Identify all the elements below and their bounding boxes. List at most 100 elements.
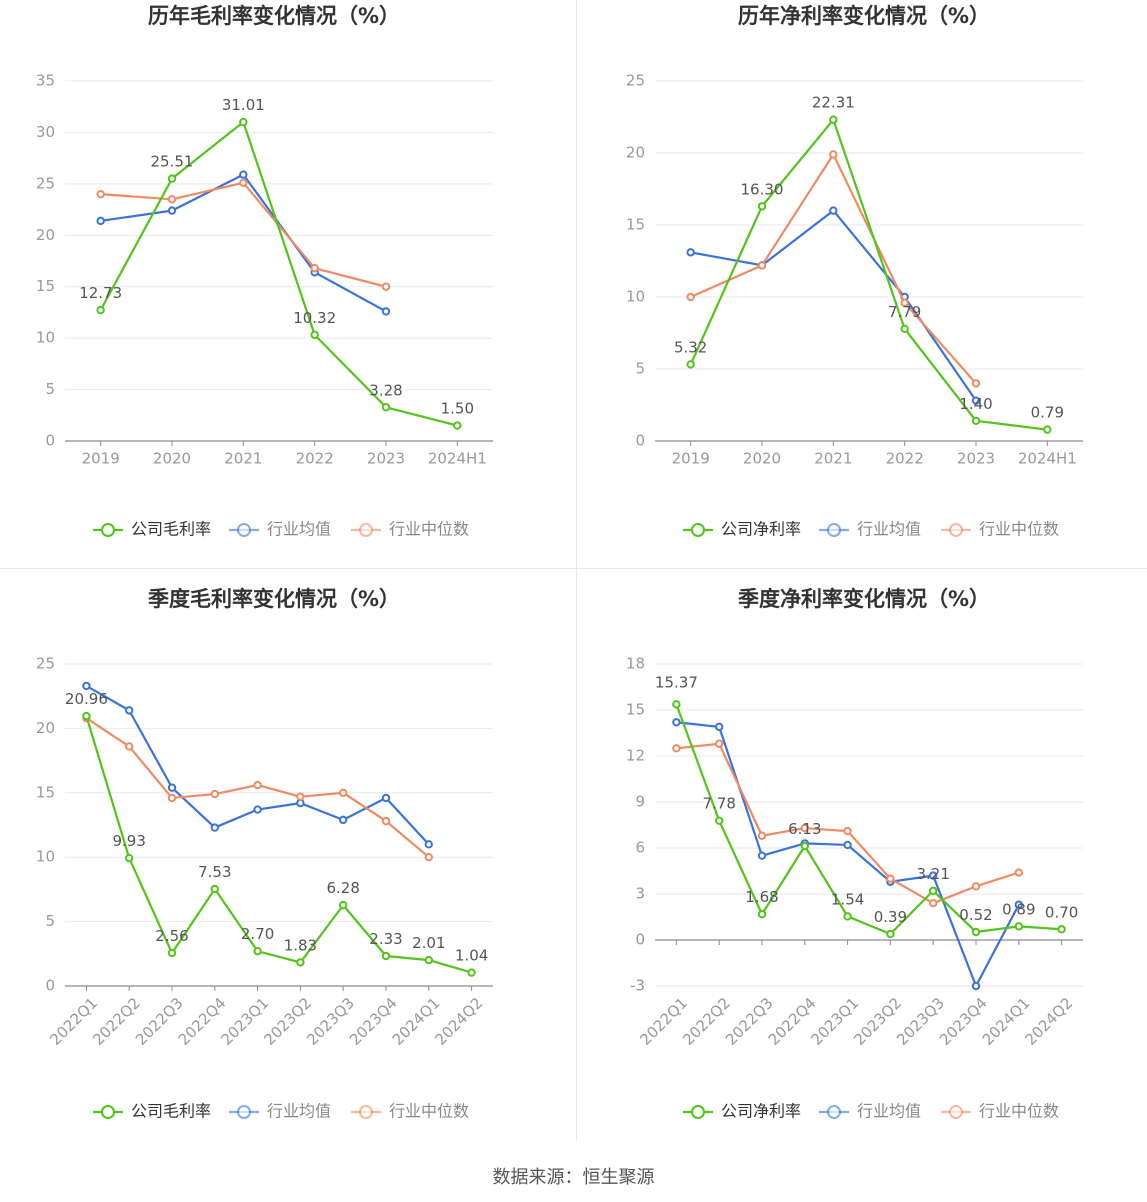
data-point-industry_median (929, 899, 938, 908)
data-label: 0.89 (1002, 900, 1035, 918)
data-point-company (296, 958, 305, 967)
data-point-industry_median (672, 744, 681, 753)
y-tick-label: 0 (635, 432, 645, 450)
series-line-industry_median (676, 742, 1020, 905)
y-tick-label: 15 (626, 701, 645, 719)
x-tick-label: 2024H1 (1018, 450, 1077, 468)
legend-marker-industry_median (359, 523, 373, 537)
data-point-company (381, 951, 391, 961)
data-point-industry_median (96, 189, 105, 199)
data-point-company (253, 947, 262, 956)
series-line-industry_avg (100, 173, 387, 313)
data-point-industry_avg (843, 840, 852, 850)
data-point-company (381, 403, 391, 412)
data-point-industry_avg (686, 248, 695, 257)
data-point-industry_median (829, 150, 838, 159)
data-point-industry_avg (929, 871, 938, 880)
x-tick-label: 2024Q2 (432, 994, 487, 1049)
data-label: 7.78 (702, 795, 735, 813)
data-label: 0.39 (874, 908, 907, 926)
chart-2: 历年净利率变化情况（%） 0 5 10 15 20 25 2019 2020 2021 2022 20… (626, 4, 1083, 539)
data-point-industry_median (167, 195, 177, 204)
legend-label-industry_median: 行业中位数 (389, 1102, 469, 1121)
data-point-company (167, 948, 177, 958)
data-label: 7.79 (888, 303, 921, 321)
x-tick-label: 2024Q2 (1022, 994, 1077, 1049)
y-tick-label: 6 (635, 839, 645, 857)
data-point-company (829, 115, 838, 124)
y-tick-label: 20 (36, 226, 55, 244)
data-point-industry_median (253, 780, 262, 790)
y-tick-label: 25 (36, 174, 55, 192)
chart-3: 季度毛利率变化情况（%）05101520252022Q12022Q22022Q3… (36, 587, 493, 1121)
data-point-industry_median (800, 823, 809, 833)
data-point-company (210, 884, 220, 894)
data-point-company (467, 968, 476, 977)
y-tick-label: 0 (45, 432, 55, 450)
legend-marker-industry_median (949, 1105, 963, 1119)
legend-marker-industry_avg (827, 523, 841, 537)
data-label: 1.83 (284, 936, 317, 954)
data-point-company (757, 202, 767, 211)
data-point-company (686, 360, 695, 369)
data-point-industry_median (339, 788, 348, 797)
y-tick-label: 10 (36, 329, 55, 347)
data-point-company (125, 853, 134, 863)
data-point-industry_avg (296, 798, 305, 808)
data-point-company (453, 421, 462, 430)
data-label: 1.50 (441, 400, 474, 418)
x-tick-label: 2022 (296, 450, 334, 468)
data-point-industry_median (210, 789, 220, 799)
data-point-industry_avg (339, 815, 348, 825)
y-tick-label: 20 (626, 144, 645, 162)
chart-title: 季度毛利率变化情况（%） (148, 587, 400, 611)
legend-marker-company (101, 523, 115, 537)
data-point-industry_median (757, 831, 767, 840)
data-point-industry_median (686, 292, 695, 302)
data-point-industry_avg (125, 706, 134, 715)
chart-4: 季度净利率变化情况（%）-303691215182022Q12022Q22022… (626, 587, 1083, 1121)
series-line-company (689, 118, 1048, 431)
legend-marker-company (691, 1105, 705, 1119)
y-tick-label: 5 (45, 912, 55, 930)
data-label: 6.13 (788, 820, 821, 838)
data-point-industry_avg (971, 396, 981, 405)
data-point-company (167, 174, 177, 183)
legend-label-company: 公司毛利率 (131, 1102, 211, 1121)
chart-1: 历年毛利率变化情况（%） 0 5 10 15 20 25 30 35 2019 2020 2021 20… (36, 4, 493, 539)
data-point-company (971, 927, 981, 937)
data-point-company (82, 711, 91, 721)
data-label: 3.21 (916, 865, 949, 883)
data-point-company (843, 912, 852, 921)
data-point-industry_avg (167, 783, 177, 792)
data-point-company (339, 900, 348, 910)
data-label: 2.56 (155, 927, 188, 945)
data-point-industry_avg (381, 307, 391, 316)
x-tick-label: 2020 (153, 450, 191, 468)
y-tick-label: -3 (630, 977, 645, 995)
vertical-divider (576, 0, 577, 1140)
data-point-industry_avg (210, 823, 220, 832)
data-point-industry_avg (424, 840, 433, 849)
data-point-industry_median (971, 379, 981, 388)
y-tick-label: 18 (626, 655, 645, 673)
data-point-industry_median (971, 882, 981, 891)
data-label: 22.31 (812, 94, 855, 112)
data-point-company (672, 700, 681, 709)
legend-marker-company (101, 1105, 115, 1119)
data-point-industry_median (1014, 868, 1023, 877)
legend-label-industry_avg: 行业均值 (267, 520, 331, 539)
data-point-industry_avg (96, 216, 105, 226)
x-tick-label: 2024H1 (428, 450, 487, 468)
data-point-company (800, 841, 809, 851)
legend-label-company: 公司净利率 (721, 1102, 801, 1121)
y-tick-label: 5 (45, 380, 55, 398)
series-line-industry_median (100, 181, 387, 288)
y-tick-label: 25 (36, 655, 55, 673)
data-point-industry_median (715, 739, 724, 748)
legend-label-industry_avg: 行业均值 (857, 1102, 921, 1121)
data-point-company (1043, 425, 1052, 434)
data-label: 25.51 (151, 153, 194, 171)
data-point-company (239, 117, 248, 127)
data-label: 1.04 (455, 947, 488, 965)
